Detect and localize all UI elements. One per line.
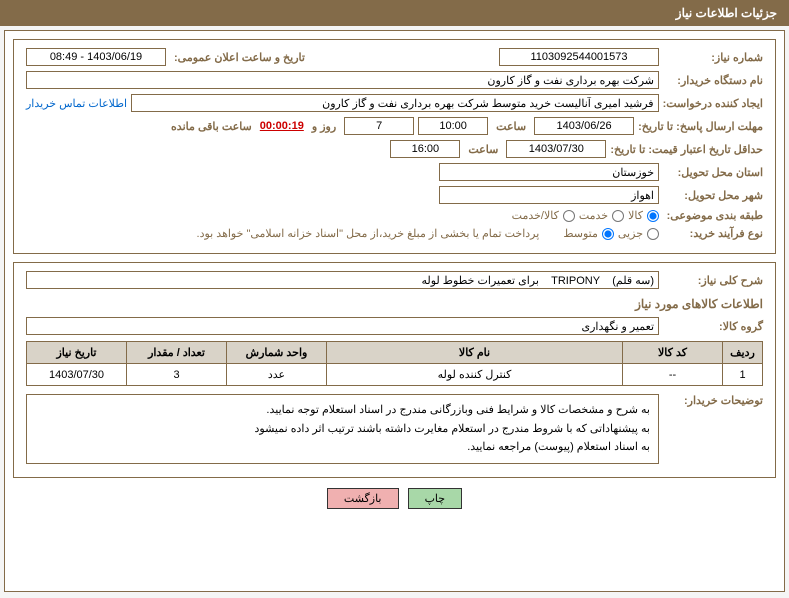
row-province: استان محل تحویل: [26, 163, 763, 181]
radio-kala[interactable] [647, 210, 659, 222]
print-button[interactable]: چاپ [408, 488, 463, 509]
row-city: شهر محل تحویل: [26, 186, 763, 204]
category-label: طبقه بندی موضوعی: [663, 209, 763, 222]
validity-date-input[interactable] [506, 140, 606, 158]
row-requester: ایجاد کننده درخواست: اطلاعات تماس خریدار [26, 94, 763, 112]
province-label: استان محل تحویل: [663, 166, 763, 179]
row-notes: توضیحات خریدار: به شرح و مشخصات کالا و ش… [26, 394, 763, 464]
notes-line-3: به اسناد استعلام (پیوست) مراجعه نمایید. [35, 438, 650, 457]
purchase-note: پرداخت تمام یا بخشی از مبلغ خرید،از محل … [197, 227, 540, 240]
radio-motavaset[interactable] [602, 228, 614, 240]
notes-box: به شرح و مشخصات کالا و شرایط فنی وبازرگا… [26, 394, 659, 464]
countdown-timer: 00:00:19 [260, 120, 304, 132]
back-button[interactable]: بازگشت [327, 488, 399, 509]
category-radio-group: کالا خدمت کالا/خدمت [512, 209, 659, 222]
form-section: شماره نیاز: تاریخ و ساعت اعلان عمومی: نا… [13, 39, 776, 254]
radio-jozi-label: جزیی [618, 227, 643, 240]
radio-kala-khadamat-label: کالا/خدمت [512, 209, 559, 222]
th-name: نام کالا [327, 342, 623, 364]
page-header: جزئیات اطلاعات نیاز [0, 0, 789, 26]
announce-date-input[interactable] [26, 48, 166, 66]
buyer-contact-link[interactable]: اطلاعات تماس خریدار [26, 97, 127, 110]
row-reply-deadline: مهلت ارسال پاسخ: تا تاریخ: ساعت روز و 00… [26, 117, 763, 135]
time-label-2: ساعت [464, 143, 502, 156]
city-input[interactable] [439, 186, 659, 204]
row-purchase-type: نوع فرآیند خرید: جزیی متوسط پرداخت تمام … [26, 227, 763, 240]
row-desc: شرح کلی نیاز: [26, 271, 763, 289]
button-row: چاپ بازگشت [13, 488, 776, 509]
requester-input[interactable] [131, 94, 659, 112]
group-label: گروه کالا: [663, 320, 763, 333]
remaining-label: ساعت باقی مانده [167, 120, 256, 133]
row-category: طبقه بندی موضوعی: کالا خدمت کالا/خدمت [26, 209, 763, 222]
reply-time-input[interactable] [418, 117, 488, 135]
cell-qty: 3 [127, 364, 227, 386]
radio-kala-khadamat[interactable] [563, 210, 575, 222]
goods-section-title: اطلاعات کالاهای مورد نیاز [26, 297, 763, 311]
cell-date: 1403/07/30 [27, 364, 127, 386]
validity-label: حداقل تاریخ اعتبار قیمت: تا تاریخ: [610, 143, 763, 156]
requester-label: ایجاد کننده درخواست: [663, 97, 763, 110]
radio-khadamat[interactable] [612, 210, 624, 222]
buyer-org-input[interactable] [26, 71, 659, 89]
days-and-label: روز و [308, 120, 340, 133]
city-label: شهر محل تحویل: [663, 189, 763, 202]
desc-label: شرح کلی نیاز: [663, 274, 763, 287]
days-input[interactable] [344, 117, 414, 135]
th-code: کد کالا [623, 342, 723, 364]
time-label-1: ساعت [492, 120, 530, 133]
page-title: جزئیات اطلاعات نیاز [676, 6, 777, 20]
purchase-type-radio-group: جزیی متوسط [563, 227, 659, 240]
row-validity: حداقل تاریخ اعتبار قیمت: تا تاریخ: ساعت [26, 140, 763, 158]
main-panel: شماره نیاز: تاریخ و ساعت اعلان عمومی: نا… [4, 30, 785, 592]
row-buyer-org: نام دستگاه خریدار: [26, 71, 763, 89]
table-row[interactable]: 1 -- کنترل کننده لوله عدد 3 1403/07/30 [27, 364, 763, 386]
row-group: گروه کالا: [26, 317, 763, 335]
cell-unit: عدد [227, 364, 327, 386]
row-need-number: شماره نیاز: تاریخ و ساعت اعلان عمومی: [26, 48, 763, 66]
th-qty: تعداد / مقدار [127, 342, 227, 364]
cell-name: کنترل کننده لوله [327, 364, 623, 386]
reply-deadline-label: مهلت ارسال پاسخ: تا تاریخ: [638, 120, 763, 133]
radio-jozi[interactable] [647, 228, 659, 240]
notes-line-1: به شرح و مشخصات کالا و شرایط فنی وبازرگا… [35, 401, 650, 420]
radio-kala-label: کالا [628, 209, 643, 222]
cell-row: 1 [723, 364, 763, 386]
radio-motavaset-label: متوسط [563, 227, 598, 240]
desc-section: شرح کلی نیاز: اطلاعات کالاهای مورد نیاز … [13, 262, 776, 478]
th-row: ردیف [723, 342, 763, 364]
radio-khadamat-label: خدمت [579, 209, 608, 222]
announce-date-label: تاریخ و ساعت اعلان عمومی: [170, 51, 309, 64]
th-unit: واحد شمارش [227, 342, 327, 364]
province-input[interactable] [439, 163, 659, 181]
table-header-row: ردیف کد کالا نام کالا واحد شمارش تعداد /… [27, 342, 763, 364]
buyer-org-label: نام دستگاه خریدار: [663, 74, 763, 87]
reply-date-input[interactable] [534, 117, 634, 135]
need-number-input[interactable] [499, 48, 659, 66]
group-input[interactable] [26, 317, 659, 335]
need-number-label: شماره نیاز: [663, 51, 763, 64]
th-date: تاریخ نیاز [27, 342, 127, 364]
notes-line-2: به پیشنهاداتی که با شروط مندرج در استعلا… [35, 420, 650, 439]
desc-input[interactable] [26, 271, 659, 289]
cell-code: -- [623, 364, 723, 386]
goods-table: ردیف کد کالا نام کالا واحد شمارش تعداد /… [26, 341, 763, 386]
validity-time-input[interactable] [390, 140, 460, 158]
purchase-type-label: نوع فرآیند خرید: [663, 227, 763, 240]
notes-label: توضیحات خریدار: [663, 394, 763, 407]
